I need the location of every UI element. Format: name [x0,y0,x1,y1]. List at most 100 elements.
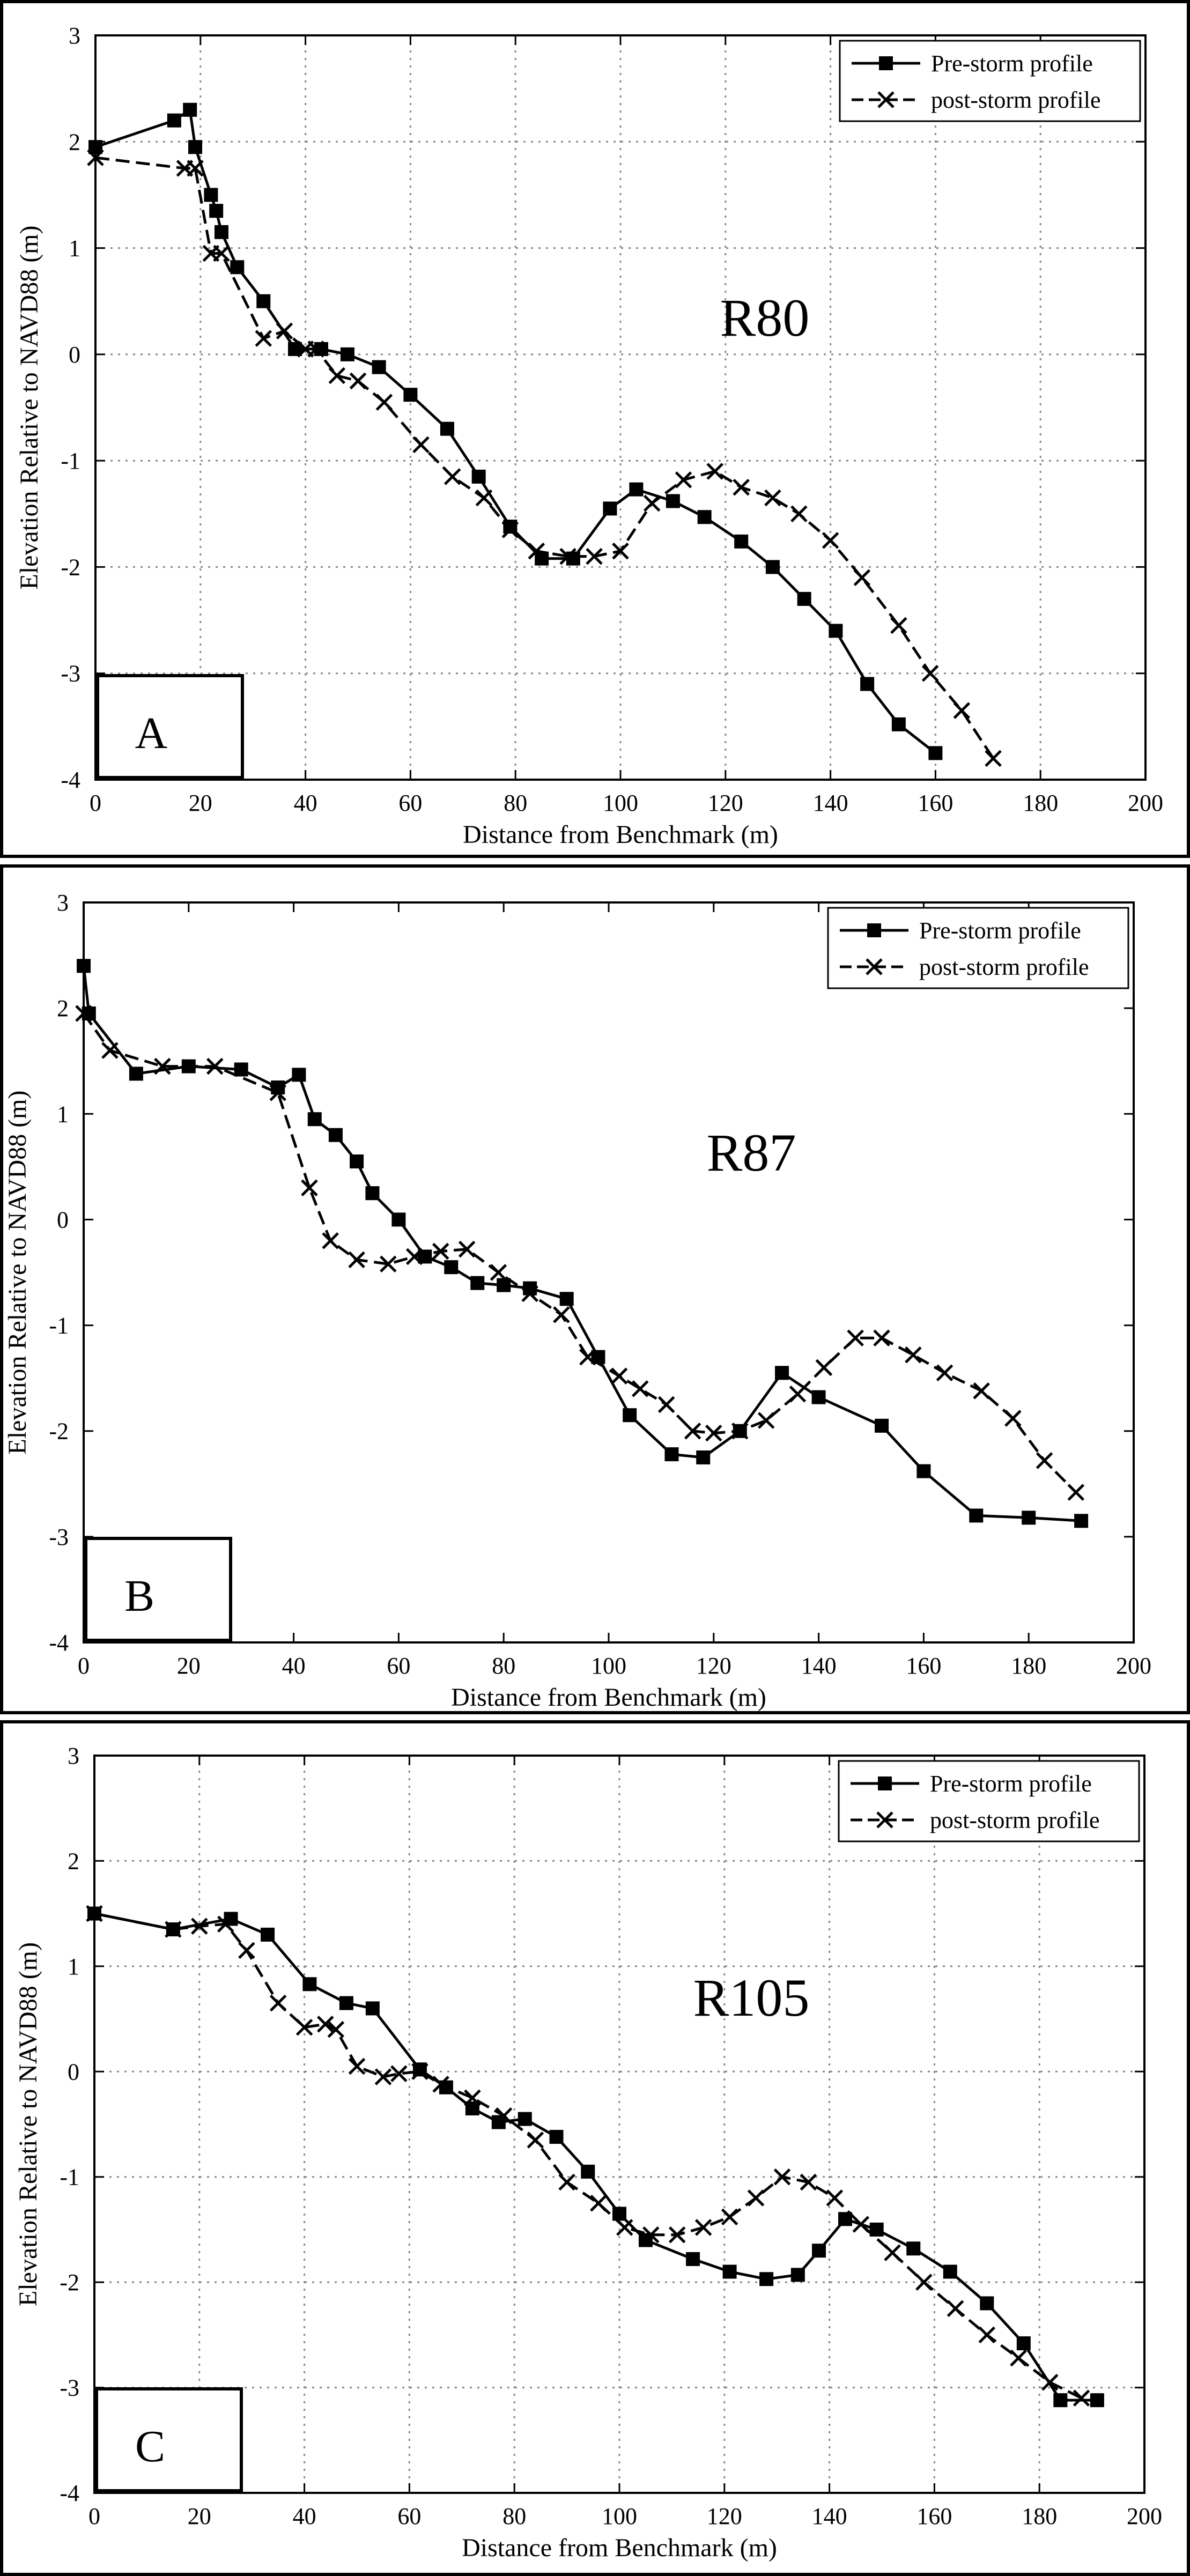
data-point [657,1396,675,1413]
legend-box [827,907,1129,989]
legend-marker [867,923,881,937]
data-point [953,702,971,719]
data-point [372,360,386,374]
data-point [826,2189,844,2207]
y-tick-label: 3 [69,23,80,49]
data-point [444,1260,459,1275]
data-point [470,1276,485,1290]
x-tick-label: 140 [812,2503,847,2529]
data-point [773,2168,791,2186]
series-post-storm [75,1005,1085,1501]
x-tick-label: 100 [603,790,638,816]
panel-letter: A [135,708,168,758]
x-axis-label: Distance from Benchmark (m) [462,2534,777,2562]
x-tick-label: 80 [504,790,527,816]
x-tick-label: 80 [502,2503,526,2529]
data-point [916,1464,931,1478]
plot-area [95,35,1145,780]
data-point [697,510,712,524]
legend-label: Pre-storm profile [919,917,1081,944]
y-tick-label: 0 [69,342,80,368]
data-point [1041,2373,1059,2391]
x-tick-label: 0 [88,2503,100,2529]
data-point [295,2019,313,2036]
data-point [797,591,811,606]
y-tick-label: 2 [57,995,69,1021]
data-point [1016,2336,1031,2351]
data-point [238,1942,255,1959]
axes-frame [94,34,1147,781]
legend-marker [866,958,883,975]
data-point [943,2264,957,2279]
data-point [978,2326,996,2344]
data-point [214,225,228,239]
data-point [668,2226,686,2244]
data-point [521,1285,538,1302]
x-tick-label: 180 [1022,2503,1057,2529]
y-tick-label: 3 [68,1743,79,1769]
x-tick-label: 200 [1127,2503,1162,2529]
data-point [549,2130,564,2144]
data-point [213,245,230,262]
data-point [891,717,906,731]
data-point [643,494,661,512]
profile-label: R80 [720,288,810,347]
data-point [875,1418,889,1433]
legend-entry: Pre-storm profile [852,50,1093,77]
data-point [631,1380,649,1397]
data-point [812,2244,826,2258]
y-axis-label: Elevation Relative to NAVD88 (m) [15,226,43,590]
x-axis-label: Distance from Benchmark (m) [451,1683,766,1711]
data-point [391,1212,406,1227]
legend-entry: post-storm profile [840,954,1089,980]
data-point [191,1918,208,1935]
data-point [765,560,780,574]
data-point [915,2274,933,2291]
data-point [444,468,461,485]
x-tick-label: 60 [397,2503,421,2529]
data-point [518,2112,532,2126]
data-point [1053,2393,1068,2408]
data-point [973,1382,990,1400]
data-point [301,1179,318,1197]
y-tick-label: -1 [49,1313,69,1339]
data-point [374,2068,392,2085]
y-axis-label: Elevation Relative to NAVD88 (m) [14,1942,42,2306]
data-point [1010,2349,1027,2367]
data-point [101,1042,119,1059]
data-point [852,2216,870,2233]
data-point [348,2057,366,2075]
data-point [204,188,218,202]
data-point [906,2241,921,2256]
y-tick-label: -3 [61,661,80,687]
y-tick-label: -2 [60,2269,79,2296]
data-point [559,1292,574,1306]
data-point [535,551,549,566]
data-point [860,677,875,691]
data-point [553,1306,570,1323]
x-tick-label: 180 [1023,790,1058,816]
data-point [775,1366,789,1380]
data-point [706,463,723,480]
data-point [686,2252,700,2266]
data-point [411,2063,428,2081]
data-point [853,569,871,587]
data-point [579,1348,596,1366]
profile-label: R87 [707,1123,796,1182]
data-point [458,1240,476,1258]
x-tick-label: 60 [387,1653,410,1679]
data-point [969,1508,984,1523]
x-tick-label: 140 [813,790,848,816]
data-point [322,1232,339,1249]
legend-marker [879,56,893,70]
y-tick-label: -3 [60,2375,79,2401]
data-point [890,617,907,634]
data-point [471,469,486,484]
series-pre-storm [88,102,943,760]
data-point [328,367,346,384]
profile-chart-a: 0 20 40 60 80 100 120 140 160 180 200 -4 -3 -2 -1 0 1 2 3 D… [15,23,1163,849]
data-point [790,2268,805,2282]
x-tick-label: 120 [708,790,743,816]
data-point [269,1084,286,1101]
x-tick-label: 160 [906,1653,941,1679]
